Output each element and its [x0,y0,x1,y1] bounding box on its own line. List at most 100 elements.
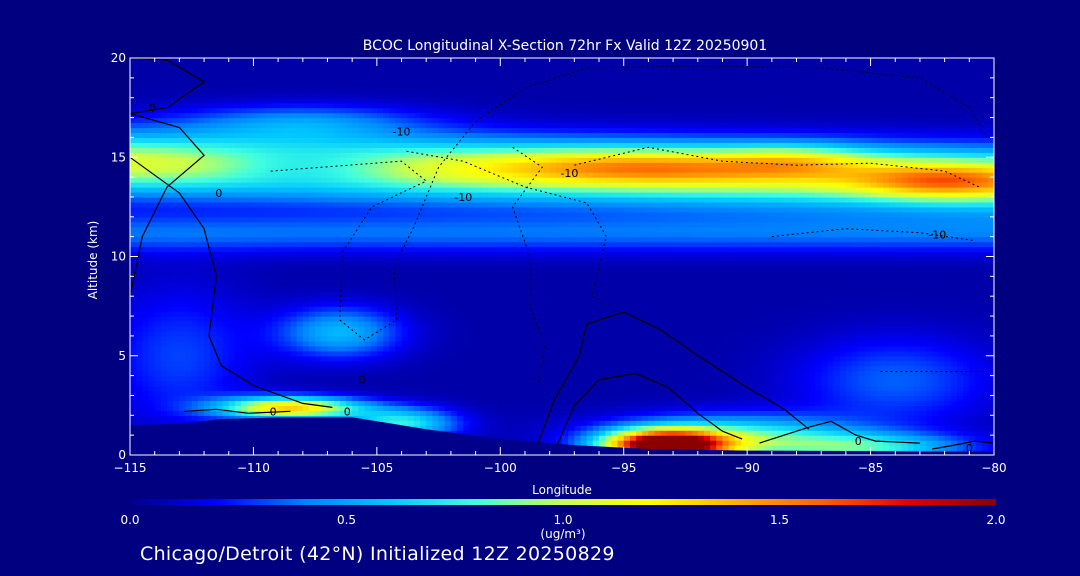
field-cell [160,415,168,421]
field-cell [346,142,353,148]
field-cell [413,291,421,297]
field-cell [426,380,433,387]
field-cell [278,296,285,302]
field-cell [179,132,187,138]
field-cell [506,72,514,79]
field-cell [487,345,495,352]
field-cell [401,355,409,362]
field-cell [494,87,501,94]
field-cell [321,301,329,307]
field-cell [302,330,310,337]
field-cell [457,321,464,327]
field-cell [185,127,193,134]
field-cell [420,390,427,397]
field-cell [185,306,193,312]
field-cell [284,112,292,119]
field-cell [333,256,341,263]
field-cell [284,335,292,342]
field-cell [130,67,137,74]
field-cell [265,87,273,94]
field-cell [506,102,514,109]
field-cell [234,330,242,337]
field-cell [185,77,193,84]
field-cell [395,291,403,297]
field-cell [290,102,298,109]
field-cell [148,415,156,421]
field-cell [130,281,137,287]
field-cell [475,256,483,263]
field-cell [321,172,329,178]
field-cell [271,221,279,228]
field-cell [333,410,341,416]
field-cell [346,276,353,282]
field-cell [315,316,322,322]
field-cell [463,216,471,223]
field-cell [278,241,285,248]
field-cell [271,201,279,208]
field-cell [383,182,390,188]
field-cell [284,67,292,74]
field-cell [457,390,464,397]
field-cell [197,102,205,109]
field-cell [173,375,180,382]
field-cell [296,271,304,277]
field-cell [426,196,433,203]
field-cell [210,316,217,322]
field-cell [506,251,514,258]
field-cell [210,266,217,272]
field-cell [290,321,298,327]
field-cell [204,127,211,134]
field-cell [315,97,322,104]
field-cell [469,330,477,337]
field-cell [395,172,403,178]
field-cell [315,77,322,84]
field-cell [364,261,372,268]
field-cell [185,117,193,124]
field-cell [444,345,452,352]
field-cell [407,182,415,188]
field-cell [500,206,508,213]
field-cell [179,187,187,193]
field-cell [475,201,483,208]
field-cell [253,365,261,372]
field-cell [389,241,396,248]
field-cell [290,231,298,238]
field-cell [481,211,489,218]
field-cell [142,191,150,198]
field-cell [420,360,427,367]
field-cell [370,251,378,258]
field-cell [210,365,217,372]
field-cell [160,316,168,322]
field-cell [222,162,230,168]
field-cell [457,72,464,79]
field-cell [463,360,471,367]
field-cell [148,375,156,382]
field-cell [506,162,514,168]
field-cell [321,291,329,297]
field-cell [247,415,255,421]
field-cell [346,206,353,213]
field-cell [191,345,199,352]
field-cell [173,335,180,342]
field-cell [358,67,366,74]
field-cell [432,157,440,163]
field-cell [506,67,514,74]
field-cell [444,380,452,387]
field-cell [148,236,156,243]
field-cell [500,335,508,342]
field-cell [500,231,508,238]
field-cell [315,162,322,168]
field-cell [228,325,236,332]
field-cell [481,340,489,347]
field-cell [148,355,156,362]
field-cell [450,390,458,397]
field-cell [167,316,174,322]
field-cell [444,301,452,307]
field-cell [444,335,452,342]
field-cell [383,112,390,119]
field-cell [321,162,329,168]
field-cell [383,316,390,322]
field-cell [327,206,335,213]
field-cell [401,345,409,352]
field-cell [321,321,329,327]
